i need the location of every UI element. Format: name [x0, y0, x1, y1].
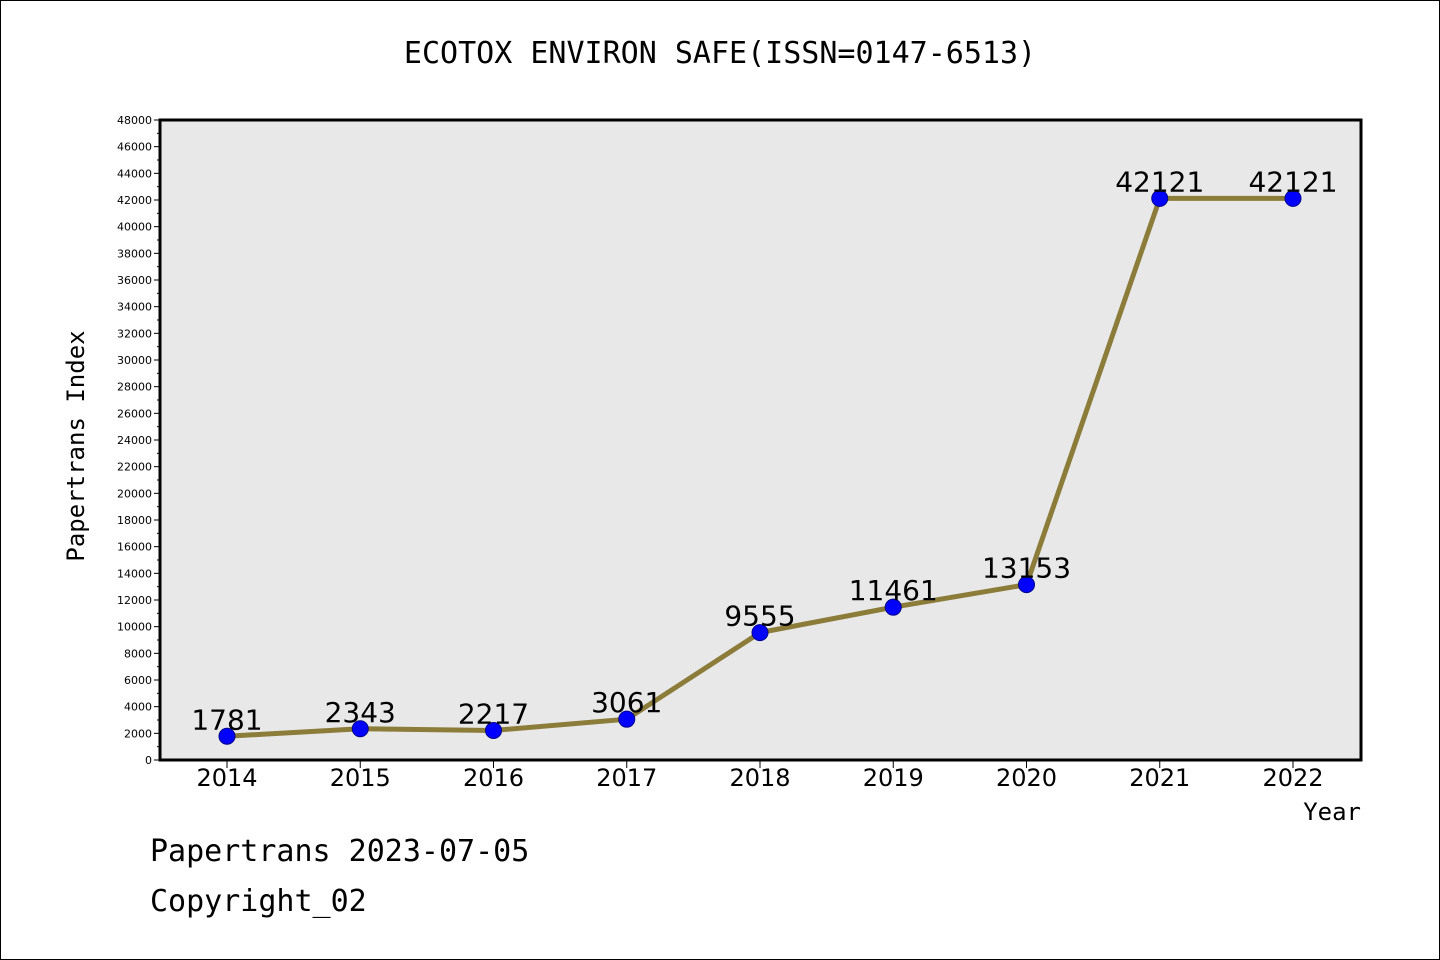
y-tick-label: 44000 [117, 167, 152, 180]
y-tick-label: 40000 [117, 221, 152, 234]
y-tick-label: 20000 [117, 487, 152, 500]
y-tick-label: 18000 [117, 514, 152, 527]
data-label: 11461 [849, 574, 938, 607]
x-tick-label: 2016 [463, 764, 524, 792]
data-label: 42121 [1115, 165, 1204, 198]
y-tick-label: 36000 [117, 274, 152, 287]
x-tick-label: 2014 [196, 764, 257, 792]
y-tick-label: 22000 [117, 461, 152, 474]
data-point-marker [884, 598, 902, 616]
x-axis: 2014 2015 2016 2017 2018 2019 2020 2021 2022 [196, 760, 1324, 792]
data-point-marker [351, 720, 369, 738]
y-tick-label: 12000 [117, 594, 152, 607]
y-axis: 0 2000 4000 6000 8000 10000 12000 14000 16000 180… [117, 114, 160, 767]
y-tick-label: 8000 [124, 647, 152, 660]
data-label: 13153 [982, 552, 1071, 585]
data-point-marker [1284, 189, 1302, 207]
y-tick-label: 0 [145, 754, 152, 767]
footer-date: Papertrans 2023-07-05 [150, 834, 530, 869]
data-label: 9555 [724, 600, 795, 633]
data-point-marker [485, 721, 502, 739]
data-point-marker [618, 710, 636, 728]
y-tick-label: 28000 [117, 381, 152, 394]
x-axis-label: Year [1303, 798, 1361, 826]
data-label: 2343 [325, 696, 396, 729]
marker-group [218, 189, 1302, 745]
data-label: 1781 [191, 703, 262, 736]
y-tick-label: 48000 [117, 114, 152, 127]
y-tick-label: 4000 [124, 701, 152, 714]
y-tick-label: 42000 [117, 194, 152, 207]
y-tick-label: 46000 [117, 141, 152, 154]
y-tick-label: 24000 [117, 434, 152, 447]
data-point-marker [218, 727, 236, 745]
y-tick-label: 30000 [117, 354, 152, 367]
x-tick-label: 2020 [996, 764, 1057, 792]
chart-title: ECOTOX ENVIRON SAFE(ISSN=0147-6513) [403, 36, 1037, 71]
data-point-marker [1151, 189, 1169, 207]
footer-copyright: Copyright_02 [150, 884, 367, 919]
x-tick-label: 2015 [330, 764, 391, 792]
data-label: 3061 [591, 686, 662, 719]
y-tick-label: 14000 [117, 567, 152, 580]
data-point-marker [1018, 576, 1035, 594]
x-tick-label: 2017 [596, 764, 657, 792]
plot-area [158, 118, 1363, 762]
y-tick-label: 2000 [124, 727, 152, 740]
data-label: 2217 [458, 697, 529, 730]
x-tick-label: 2019 [863, 764, 924, 792]
y-tick-label: 34000 [117, 301, 152, 314]
y-tick-label: 38000 [117, 247, 152, 260]
x-tick-label: 2018 [729, 764, 790, 792]
y-tick-label: 26000 [117, 407, 152, 420]
y-tick-label: 32000 [117, 327, 152, 340]
x-tick-label: 2021 [1129, 764, 1190, 792]
x-tick-label: 2022 [1262, 764, 1323, 792]
data-label-group: 1781 2343 2217 3061 9555 11461 13153 42121 42121 [191, 165, 1337, 736]
y-tick-label: 10000 [117, 621, 152, 634]
y-tick-label: 16000 [117, 541, 152, 554]
y-axis-label: Papertrans Index [62, 330, 90, 561]
y-tick-label: 6000 [124, 674, 152, 687]
data-label: 42121 [1248, 165, 1337, 198]
data-point-marker [751, 624, 769, 642]
